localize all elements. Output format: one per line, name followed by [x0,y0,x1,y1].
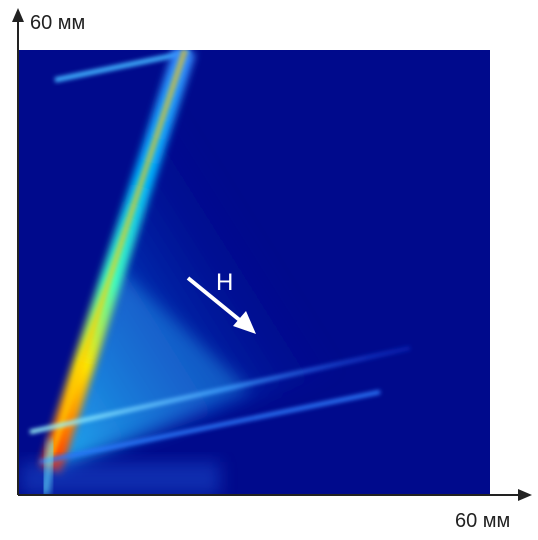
field-image [18,50,490,495]
x-axis-label: 60 мм [455,510,510,532]
x-axis-arrow [518,489,532,501]
y-axis-label: 60 мм [30,12,85,34]
figure: 60 мм 60 мм H [0,0,538,535]
y-axis-arrow [12,8,24,22]
page: 60 мм 60 мм H (() => { const data = JSON… [0,0,538,535]
h-label: H [216,269,233,296]
